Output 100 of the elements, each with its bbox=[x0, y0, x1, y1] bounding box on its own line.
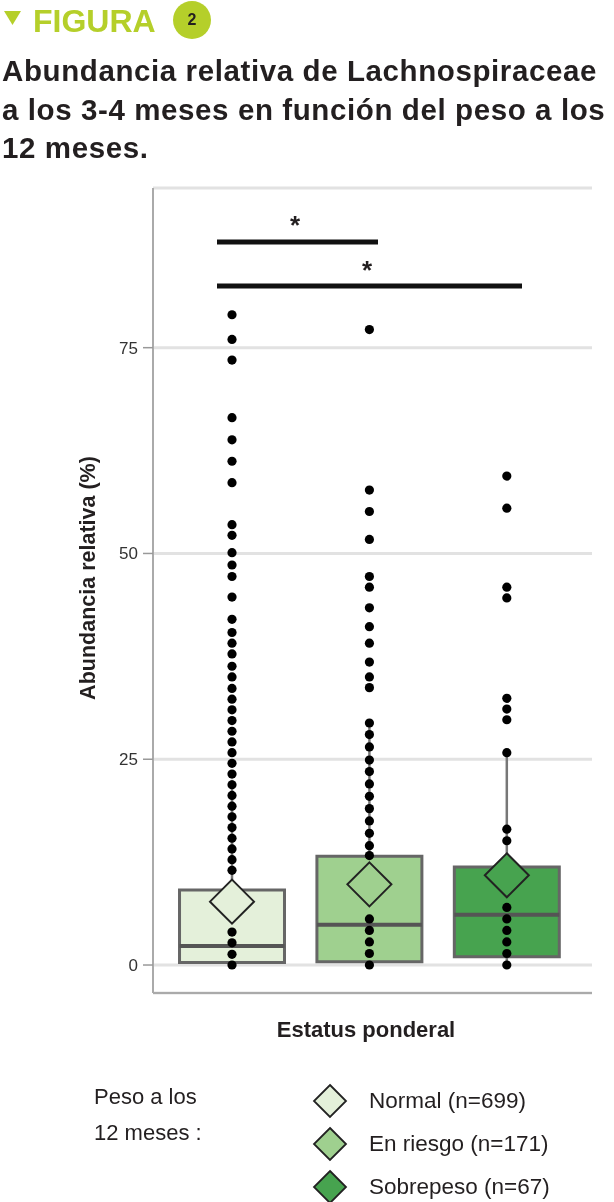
y-tick-label: 50 bbox=[119, 544, 138, 564]
legend-label: En riesgo (n=171) bbox=[369, 1129, 549, 1158]
point bbox=[502, 748, 512, 758]
point bbox=[227, 833, 237, 843]
point bbox=[502, 704, 512, 714]
point bbox=[502, 715, 512, 725]
point bbox=[227, 672, 237, 682]
y-tick-label: 0 bbox=[128, 956, 138, 976]
point bbox=[227, 683, 237, 694]
point bbox=[364, 638, 375, 648]
point bbox=[227, 844, 237, 854]
point bbox=[364, 571, 375, 582]
point bbox=[502, 471, 512, 481]
point bbox=[227, 855, 237, 865]
point bbox=[364, 828, 375, 838]
point bbox=[227, 780, 237, 790]
point bbox=[364, 742, 375, 752]
point bbox=[227, 435, 237, 445]
point bbox=[502, 925, 512, 936]
point bbox=[364, 582, 375, 592]
point bbox=[227, 705, 237, 715]
point bbox=[364, 925, 375, 936]
point bbox=[502, 902, 512, 912]
chart-title: Abundancia relativa de Lachnospiraceae a los 3-4 meses en función del peso a los 12 meses. bbox=[2, 54, 606, 164]
point bbox=[227, 694, 237, 704]
point bbox=[227, 413, 237, 423]
point bbox=[227, 758, 237, 768]
point bbox=[364, 506, 375, 517]
point bbox=[227, 715, 237, 726]
point bbox=[364, 816, 375, 826]
point bbox=[502, 937, 512, 947]
point bbox=[364, 672, 375, 682]
point bbox=[227, 726, 237, 736]
point bbox=[227, 560, 237, 570]
point bbox=[502, 593, 512, 603]
point bbox=[364, 755, 375, 765]
point bbox=[227, 960, 237, 970]
point bbox=[502, 948, 512, 959]
point bbox=[227, 310, 237, 320]
point bbox=[227, 334, 237, 345]
point bbox=[227, 571, 237, 582]
point bbox=[227, 520, 237, 530]
point bbox=[227, 822, 237, 833]
point bbox=[364, 729, 375, 740]
legend-label: Sobrepeso (n=67) bbox=[369, 1172, 550, 1201]
y-tick-label: 25 bbox=[119, 750, 138, 770]
point bbox=[227, 769, 237, 779]
point bbox=[364, 804, 375, 814]
point bbox=[364, 914, 375, 924]
point bbox=[364, 657, 375, 667]
point bbox=[364, 937, 375, 947]
point bbox=[364, 603, 375, 613]
legend-title: Peso a los 12 meses : bbox=[94, 1084, 202, 1145]
point bbox=[364, 766, 375, 777]
point bbox=[227, 638, 237, 648]
point bbox=[227, 748, 237, 758]
point bbox=[227, 355, 237, 365]
point bbox=[227, 790, 237, 801]
legend-label: Normal (n=699) bbox=[369, 1086, 526, 1115]
point bbox=[227, 661, 237, 671]
point bbox=[502, 836, 512, 846]
point bbox=[502, 824, 512, 834]
point bbox=[227, 614, 237, 624]
point bbox=[364, 948, 375, 959]
point bbox=[364, 850, 375, 861]
point bbox=[364, 791, 375, 801]
point bbox=[227, 548, 237, 558]
point bbox=[364, 718, 375, 728]
point bbox=[227, 592, 237, 602]
point bbox=[502, 693, 512, 703]
y-tick-label: 75 bbox=[119, 338, 138, 358]
point bbox=[364, 622, 375, 632]
point bbox=[227, 627, 237, 638]
point bbox=[502, 960, 512, 970]
point bbox=[227, 456, 237, 466]
point bbox=[364, 683, 375, 693]
point bbox=[227, 927, 237, 937]
y-axis-title: Abundancia relativa (%) bbox=[76, 456, 100, 700]
x-axis-title: Estatus ponderal bbox=[276, 1017, 456, 1042]
point bbox=[364, 779, 375, 789]
point bbox=[364, 534, 375, 545]
number-badge: 2 bbox=[173, 1, 211, 39]
point bbox=[364, 960, 375, 970]
annotation: * bbox=[361, 255, 373, 285]
point bbox=[227, 649, 237, 659]
point bbox=[227, 938, 237, 948]
point bbox=[364, 841, 375, 851]
text: FIGURA bbox=[33, 3, 156, 39]
point bbox=[227, 737, 237, 747]
point bbox=[364, 324, 375, 335]
point bbox=[227, 478, 237, 488]
point bbox=[227, 801, 237, 811]
point bbox=[227, 865, 237, 875]
point bbox=[502, 914, 512, 924]
point bbox=[364, 485, 375, 495]
annotation: * bbox=[289, 210, 301, 240]
point bbox=[227, 812, 237, 822]
point bbox=[502, 582, 512, 592]
point bbox=[502, 503, 512, 513]
point bbox=[227, 530, 237, 540]
